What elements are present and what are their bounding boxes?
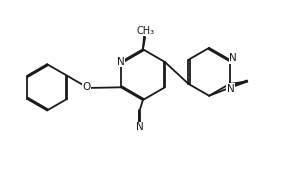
Text: N: N: [136, 122, 144, 132]
Text: O: O: [82, 82, 91, 92]
Text: N: N: [229, 53, 237, 63]
Text: N: N: [226, 84, 234, 94]
Text: N: N: [117, 57, 125, 67]
Text: CH₃: CH₃: [136, 26, 154, 36]
